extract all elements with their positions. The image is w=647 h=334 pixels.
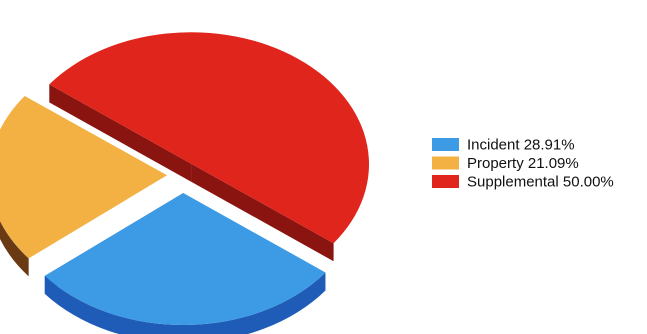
legend: Incident 28.91%Property 21.09% Supplement… bbox=[432, 137, 614, 191]
legend-label-property: Property 21.09% bbox=[467, 155, 579, 172]
pie-slice-incident bbox=[44, 193, 326, 334]
slice-cut-supplemental bbox=[49, 84, 192, 182]
legend-swatch-property bbox=[432, 156, 459, 170]
slice-side-property bbox=[0, 220, 29, 277]
legend-label-supplemental: Supplemental 50.00% bbox=[467, 174, 614, 191]
legend-item-property: Property 21.09% bbox=[432, 155, 579, 172]
pie-slices bbox=[0, 32, 370, 334]
legend-swatch-incident bbox=[432, 138, 459, 151]
pie-slice-supplemental bbox=[49, 32, 370, 262]
slice-top-property bbox=[0, 95, 167, 259]
slice-top-supplemental bbox=[49, 32, 370, 244]
legend-item-supplemental: Supplemental 50.00% bbox=[432, 174, 614, 191]
legend-swatch-supplemental bbox=[432, 175, 459, 188]
slice-top-incident bbox=[44, 193, 326, 325]
pie-slice-property bbox=[0, 95, 167, 277]
slice-cut-supplemental bbox=[191, 163, 334, 262]
slice-side-incident bbox=[44, 272, 326, 334]
legend-item-incident: Incident 28.91% bbox=[432, 137, 575, 154]
legend-label-incident: Incident 28.91% bbox=[467, 137, 575, 154]
